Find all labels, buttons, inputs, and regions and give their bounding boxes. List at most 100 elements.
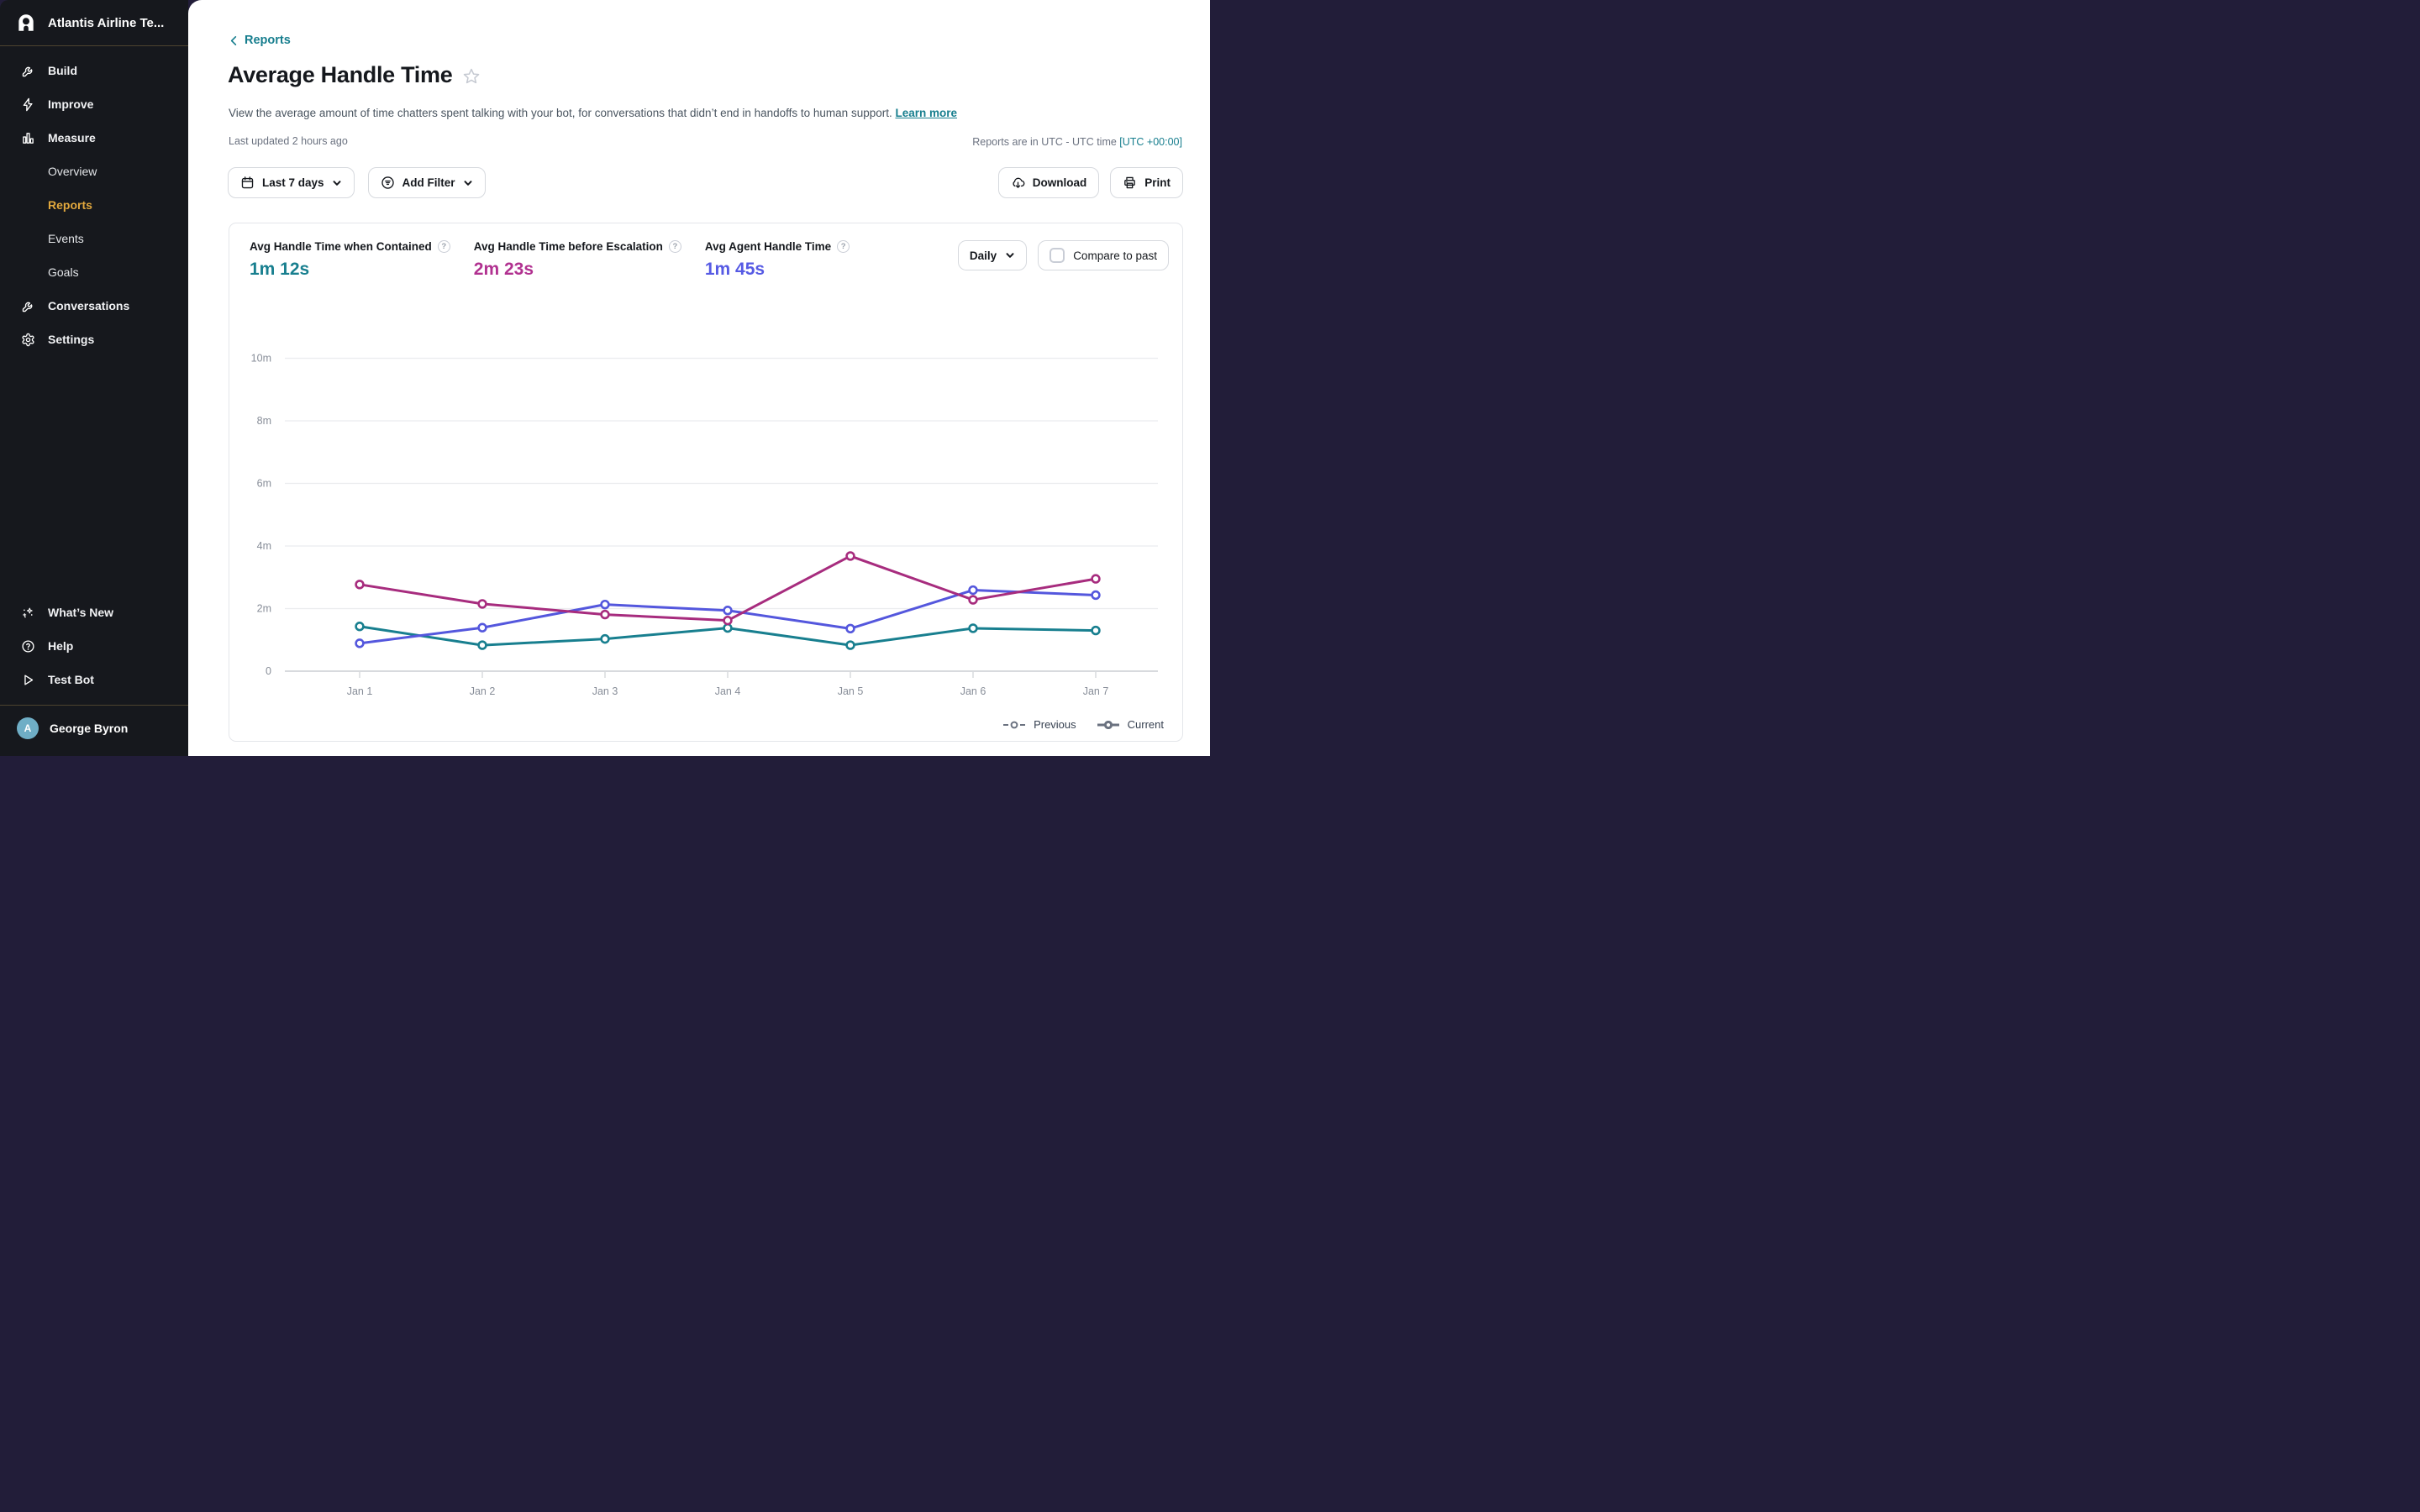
data-point[interactable] — [723, 606, 733, 616]
x-axis-tick-label: Jan 1 — [347, 685, 373, 697]
date-range-button[interactable]: Last 7 days — [228, 167, 355, 198]
sidebar-item-settings[interactable]: Settings — [0, 323, 188, 356]
cloud-download-icon — [1013, 177, 1025, 188]
download-button[interactable]: Download — [997, 167, 1100, 198]
description-text: View the average amount of time chatters… — [229, 107, 892, 119]
legend-previous: Previous — [1002, 718, 1076, 731]
granularity-value: Daily — [969, 249, 997, 262]
sidebar-item-improve[interactable]: Improve — [0, 87, 188, 121]
sidebar-item-help[interactable]: Help — [0, 629, 188, 663]
data-point[interactable] — [968, 595, 978, 605]
sidebar-item-label: Measure — [48, 131, 96, 144]
user-name: George Byron — [50, 722, 129, 735]
compare-label: Compare to past — [1073, 249, 1157, 262]
sidebar-item-overview[interactable]: Overview — [0, 155, 188, 188]
data-point[interactable] — [600, 633, 610, 644]
timezone-note: Reports are in UTC - UTC time [UTC +00:0… — [972, 136, 1182, 148]
data-point[interactable] — [968, 585, 978, 596]
y-axis-tick-label: 2m — [257, 603, 271, 615]
data-point[interactable] — [355, 638, 365, 648]
sidebar-item-goals[interactable]: Goals — [0, 255, 188, 289]
user-menu[interactable]: A George Byron — [0, 709, 188, 748]
data-point[interactable] — [1091, 574, 1101, 584]
gear-icon — [22, 333, 34, 346]
metric-label: Avg Agent Handle Time — [704, 240, 832, 253]
sidebar-divider — [0, 705, 188, 706]
data-point[interactable] — [845, 551, 855, 561]
solid-line-marker-icon — [1097, 720, 1119, 729]
data-point[interactable] — [600, 609, 610, 620]
data-point[interactable] — [1091, 625, 1101, 636]
workspace-name: Atlantis Airline Te... — [48, 15, 165, 30]
add-filter-button[interactable]: Add Filter — [367, 167, 486, 198]
sidebar-item-measure[interactable]: Measure — [0, 121, 188, 155]
x-axis-tick-label: Jan 6 — [960, 685, 986, 697]
help-icon[interactable]: ? — [837, 240, 850, 253]
sidebar-item-label: Events — [48, 232, 84, 245]
date-range-label: Last 7 days — [262, 176, 324, 189]
metric-contained: Avg Handle Time when Contained ? 1m 12s — [250, 240, 450, 280]
granularity-select[interactable]: Daily — [957, 240, 1028, 270]
wrench-icon — [22, 66, 33, 76]
sparkles-icon — [23, 607, 33, 617]
compare-checkbox[interactable] — [1050, 248, 1065, 263]
data-point[interactable] — [600, 599, 610, 610]
x-axis-tick-label: Jan 3 — [592, 685, 618, 697]
help-icon[interactable]: ? — [437, 240, 450, 253]
sidebar-item-label: Conversations — [48, 299, 130, 312]
chevron-down-icon — [464, 180, 472, 186]
data-point[interactable] — [477, 640, 487, 650]
calendar-icon — [241, 176, 254, 189]
y-axis-tick-label: 4m — [257, 540, 271, 552]
y-axis-tick-label: 6m — [257, 478, 271, 490]
handle-time-line-chart: 0 2m 4m 6m 8m 10m Jan 1 Jan 2 Jan 3 Jan 4 Jan 5 Jan… — [251, 353, 1158, 697]
sidebar-item-conversations[interactable]: Conversations — [0, 289, 188, 323]
data-point[interactable] — [477, 622, 487, 633]
data-point[interactable] — [477, 599, 487, 609]
help-icon[interactable]: ? — [668, 240, 681, 253]
download-label: Download — [1032, 176, 1087, 189]
conversations-icon — [22, 302, 33, 312]
data-point[interactable] — [723, 622, 733, 633]
sidebar-item-label: Overview — [48, 165, 97, 178]
print-label: Print — [1144, 176, 1171, 189]
back-to-reports-link[interactable]: Reports — [228, 34, 291, 47]
bar-chart-icon — [23, 132, 34, 144]
dashed-line-marker-icon — [1003, 721, 1026, 728]
workspace-switcher[interactable]: Atlantis Airline Te... — [0, 0, 188, 46]
metric-value: 2m 23s — [473, 260, 534, 279]
printer-icon — [1124, 176, 1136, 189]
data-point[interactable] — [968, 623, 978, 633]
favorite-star-icon[interactable] — [462, 67, 481, 86]
metric-label: Avg Handle Time before Escalation — [473, 240, 663, 253]
help-circle-icon — [22, 639, 34, 653]
metric-before-escalation: Avg Handle Time before Escalation ? 2m 2… — [474, 240, 681, 280]
sidebar-item-whats-new[interactable]: What’s New — [0, 596, 188, 629]
legend-label: Previous — [1034, 718, 1076, 731]
metric-label: Avg Handle Time when Contained — [250, 240, 432, 253]
data-point[interactable] — [355, 622, 365, 632]
data-point[interactable] — [723, 615, 733, 626]
data-point[interactable] — [1091, 590, 1101, 601]
metric-value: 1m 45s — [704, 260, 765, 279]
print-button[interactable]: Print — [1110, 167, 1183, 198]
chart-legend: Previous Current — [1002, 718, 1164, 731]
compare-to-past-toggle[interactable]: Compare to past — [1038, 240, 1169, 270]
sidebar-item-events[interactable]: Events — [0, 222, 188, 255]
x-axis-tick-label: Jan 5 — [838, 685, 864, 697]
y-axis-tick-label: 8m — [257, 415, 271, 427]
sidebar-item-reports[interactable]: Reports — [0, 188, 188, 222]
chevron-down-icon — [1006, 253, 1014, 258]
sidebar-item-test-bot[interactable]: Test Bot — [0, 663, 188, 696]
data-point[interactable] — [845, 623, 855, 634]
timezone-link[interactable]: [UTC +00:00] — [1119, 136, 1182, 148]
sidebar: Atlantis Airline Te... Build Improve Mea… — [0, 0, 188, 756]
x-axis-tick-label: Jan 7 — [1083, 685, 1109, 697]
learn-more-link[interactable]: Learn more — [895, 107, 958, 119]
data-point[interactable] — [355, 580, 365, 590]
timezone-text: Reports are in UTC - UTC time — [972, 136, 1117, 148]
data-point[interactable] — [845, 640, 855, 650]
back-link-label: Reports — [245, 34, 291, 47]
sidebar-item-build[interactable]: Build — [0, 54, 188, 87]
sidebar-item-label: Build — [48, 64, 77, 77]
